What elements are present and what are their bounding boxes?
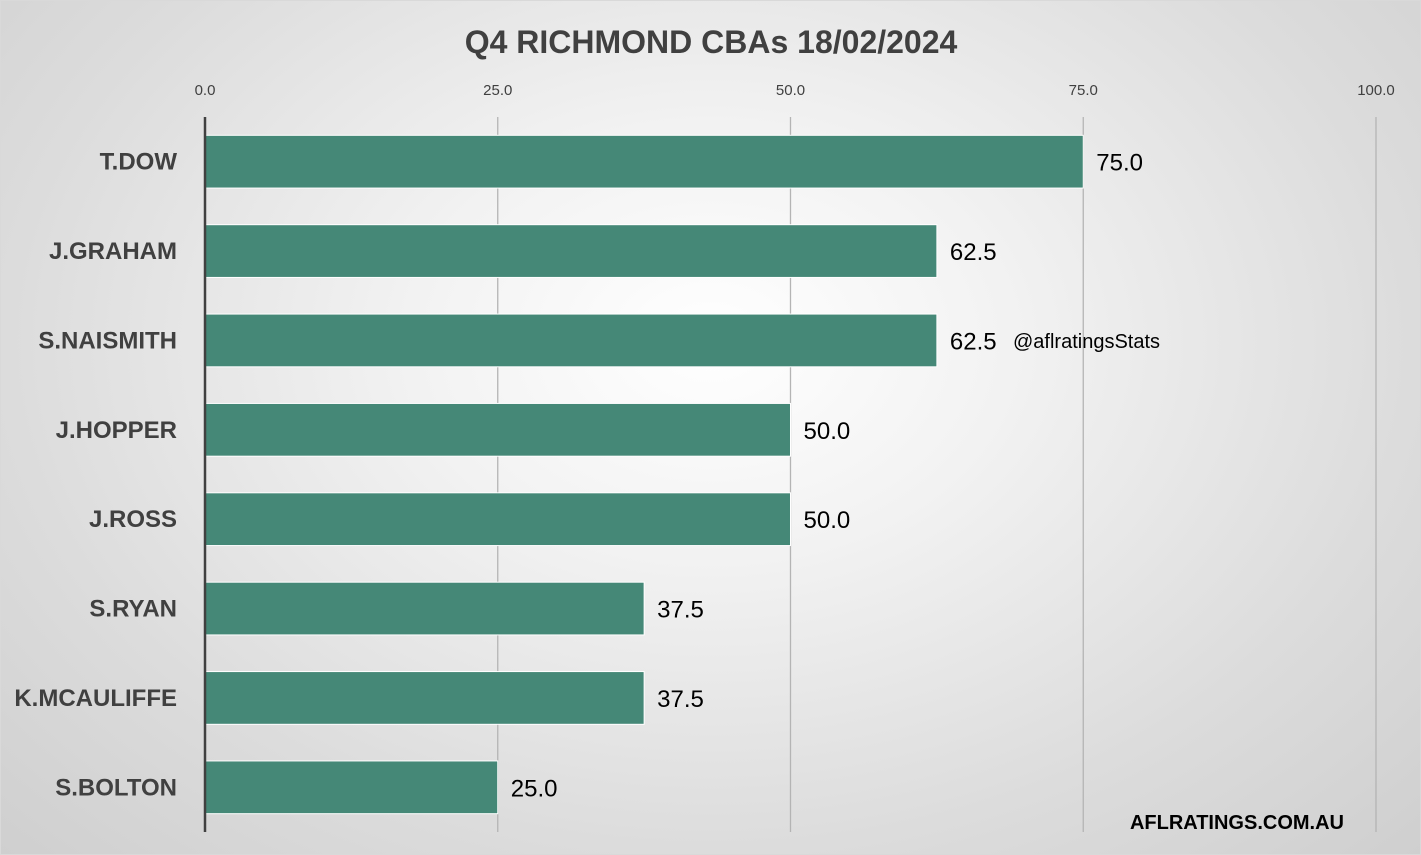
x-axis-ticks: 0.0 25.0 50.0 75.0 100.0 (195, 82, 1395, 99)
category-labels: T.DOW J.GRAHAM S.NAISMITH J.HOPPER J.ROSS S.R… (14, 149, 177, 802)
bar (204, 402, 791, 457)
x-tick-label: 75.0 (1069, 82, 1098, 99)
bars (204, 134, 1084, 815)
category-label: S.BOLTON (55, 774, 177, 801)
bar (204, 313, 938, 368)
data-label: 50.0 (804, 418, 851, 445)
bar (204, 581, 645, 636)
data-label: 75.0 (1096, 150, 1143, 177)
bar (204, 134, 1084, 189)
watermark-handle: @aflratingsStats (1013, 331, 1160, 353)
chart-title: Q4 RICHMOND CBAs 18/02/2024 (465, 24, 958, 60)
data-label: 50.0 (804, 507, 851, 534)
bar (204, 671, 645, 725)
category-label: S.NAISMITH (38, 327, 177, 354)
x-tick-label: 100.0 (1357, 82, 1395, 99)
bar (204, 224, 938, 278)
data-label: 62.5 (950, 239, 997, 266)
category-label: K.MCAULIFFE (14, 685, 177, 712)
bar (204, 760, 499, 815)
category-label: S.RYAN (89, 596, 177, 623)
bar (204, 492, 791, 547)
x-tick-label: 0.0 (195, 82, 216, 99)
data-label: 37.5 (657, 597, 704, 624)
category-label: J.HOPPER (56, 417, 177, 444)
data-labels: 75.0 62.5 62.5 50.0 50.0 37.5 37.5 25.0 (511, 150, 1143, 803)
x-tick-label: 50.0 (776, 82, 805, 99)
category-label: T.DOW (100, 149, 178, 176)
data-label: 37.5 (657, 686, 704, 713)
x-tick-label: 25.0 (483, 82, 512, 99)
data-label: 25.0 (511, 775, 558, 802)
data-label: 62.5 (950, 328, 997, 355)
category-label: J.ROSS (89, 506, 177, 533)
footer-site-credit: AFLRATINGS.COM.AU (1130, 812, 1344, 834)
category-label: J.GRAHAM (49, 238, 177, 265)
